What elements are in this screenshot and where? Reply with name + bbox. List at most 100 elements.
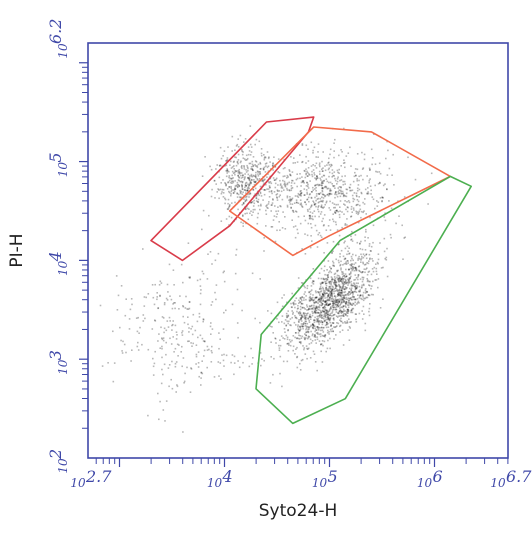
data-point <box>165 400 168 402</box>
data-point <box>157 392 159 395</box>
data-point <box>351 307 354 310</box>
data-point <box>329 181 332 184</box>
data-point <box>242 174 244 176</box>
data-point <box>275 178 277 181</box>
data-point <box>353 263 355 266</box>
data-point <box>353 296 355 298</box>
data-point <box>325 318 327 321</box>
data-point <box>320 329 322 332</box>
data-point <box>161 347 163 350</box>
data-point <box>252 357 254 359</box>
data-point <box>225 175 228 178</box>
data-point <box>329 280 332 283</box>
data-point <box>343 258 346 261</box>
data-point <box>311 212 314 214</box>
data-point <box>279 183 282 185</box>
data-point <box>331 252 333 254</box>
data-point <box>329 308 331 310</box>
data-point <box>308 316 311 319</box>
data-point <box>186 308 188 310</box>
data-point <box>303 299 305 301</box>
data-point <box>357 203 359 206</box>
data-point <box>355 268 357 270</box>
data-point <box>322 281 324 284</box>
data-point <box>267 310 269 312</box>
data-point <box>157 307 160 309</box>
data-point <box>363 264 366 266</box>
data-point <box>368 245 371 247</box>
data-point <box>350 205 353 208</box>
data-point <box>226 168 228 170</box>
data-point <box>368 181 370 184</box>
data-point <box>347 284 349 286</box>
data-point <box>190 367 192 369</box>
data-point <box>290 185 293 187</box>
data-point <box>336 285 339 287</box>
data-point <box>239 191 242 194</box>
data-point <box>223 270 225 273</box>
data-point <box>330 163 332 166</box>
data-point <box>312 299 314 301</box>
data-point <box>281 227 284 229</box>
data-point <box>370 250 372 252</box>
data-point <box>264 156 266 158</box>
data-point <box>304 194 306 196</box>
data-point <box>121 350 123 352</box>
data-point <box>267 203 270 205</box>
data-point <box>245 199 248 202</box>
data-point <box>353 298 355 301</box>
data-point <box>329 328 332 331</box>
data-point <box>317 321 320 324</box>
y-axis-label: PI-H <box>7 233 27 267</box>
data-point <box>352 291 354 293</box>
data-point <box>175 361 178 363</box>
data-point <box>386 188 388 190</box>
data-point <box>329 190 331 192</box>
data-point <box>250 347 252 350</box>
data-point <box>357 300 360 303</box>
data-point <box>340 302 343 304</box>
data-point <box>300 302 303 305</box>
data-point <box>250 182 252 185</box>
data-point <box>322 288 325 290</box>
data-point <box>299 326 302 329</box>
data-point <box>237 138 239 140</box>
data-point <box>371 196 374 198</box>
data-point <box>237 170 239 172</box>
data-point <box>358 291 361 293</box>
data-point <box>333 300 336 303</box>
data-point <box>230 178 233 180</box>
data-point <box>323 306 325 308</box>
data-point <box>357 275 359 278</box>
data-point <box>257 175 260 177</box>
data-point <box>315 291 317 294</box>
data-point <box>297 325 299 328</box>
data-point <box>232 192 235 194</box>
data-point <box>325 277 328 280</box>
data-point <box>275 216 278 218</box>
data-point <box>292 210 295 212</box>
data-point <box>282 167 285 170</box>
data-point <box>321 302 324 305</box>
data-point <box>231 177 233 180</box>
data-point <box>235 145 238 147</box>
data-point <box>270 210 272 212</box>
data-point <box>309 214 311 217</box>
data-point <box>403 237 405 239</box>
data-point <box>188 327 190 329</box>
data-point <box>317 184 320 187</box>
data-point <box>339 291 341 294</box>
data-point <box>359 294 362 297</box>
data-point <box>302 345 304 347</box>
data-point <box>335 289 338 292</box>
data-point <box>345 261 347 263</box>
data-point <box>285 325 287 327</box>
data-point <box>368 253 371 256</box>
data-point <box>331 305 334 307</box>
data-point <box>230 160 232 163</box>
data-point <box>333 206 335 209</box>
data-point <box>326 347 329 350</box>
data-point <box>314 334 316 337</box>
data-point <box>340 149 342 151</box>
data-point <box>328 281 330 283</box>
